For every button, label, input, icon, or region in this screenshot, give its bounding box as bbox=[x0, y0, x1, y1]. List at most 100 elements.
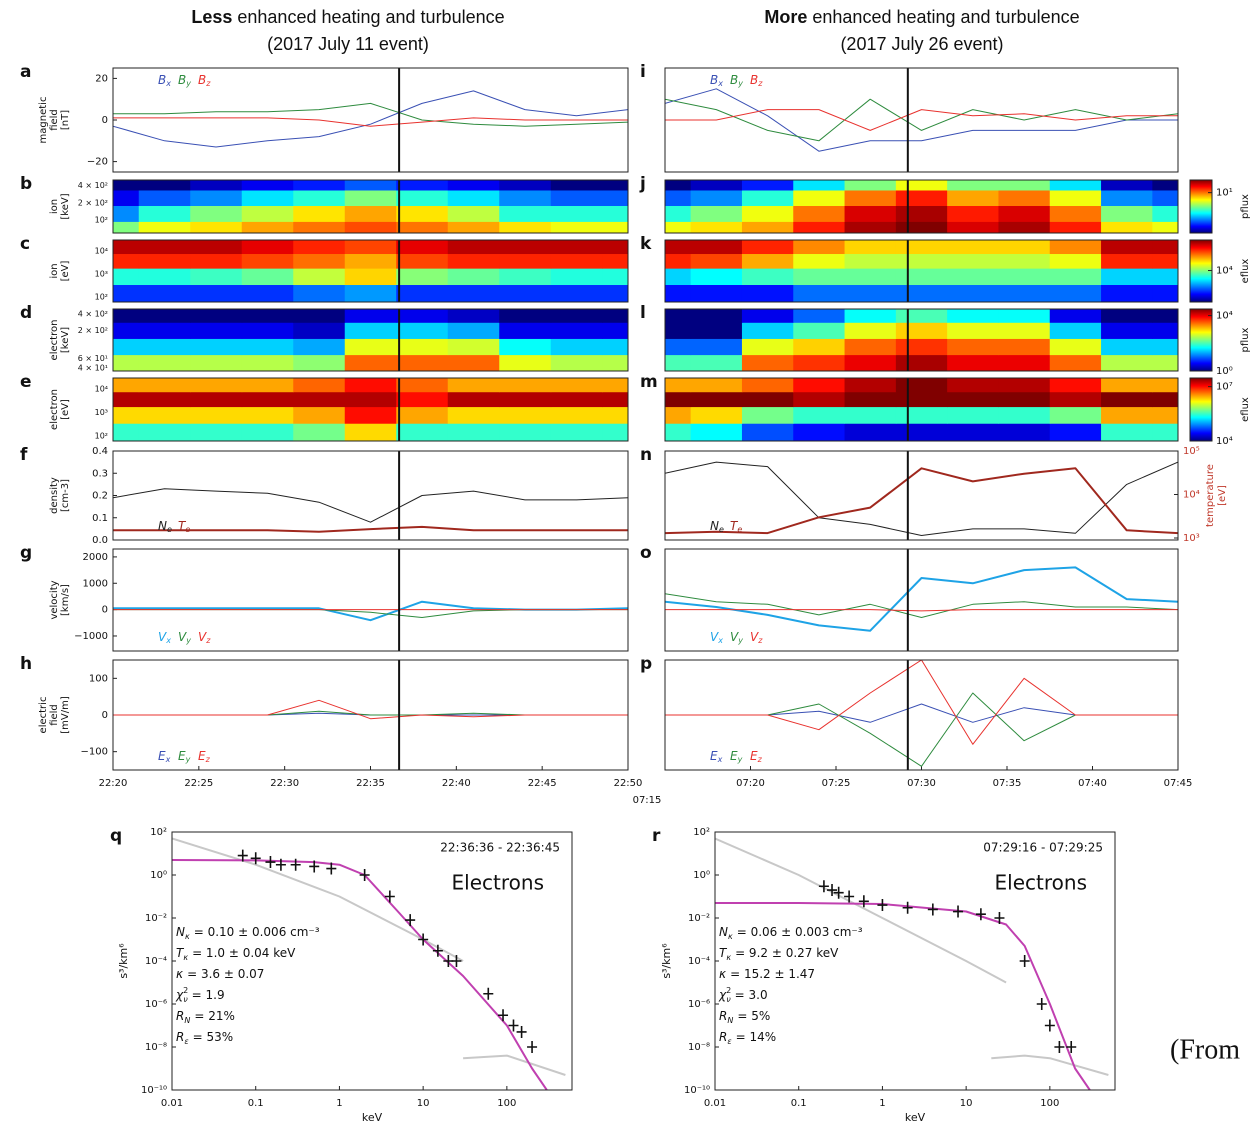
data-point bbox=[527, 1041, 538, 1053]
spectrogram-cell bbox=[602, 189, 628, 206]
y2-tick-label: 10⁵ bbox=[1183, 446, 1200, 457]
plot-frame bbox=[112, 450, 629, 541]
spectrogram-cell bbox=[998, 338, 1051, 356]
spectrogram-cell bbox=[293, 221, 346, 233]
spectrogram-cell bbox=[293, 338, 346, 356]
plot-frame bbox=[664, 308, 1179, 372]
y-tick-label: 10² bbox=[693, 827, 710, 838]
y-tick-label: 10⁻² bbox=[688, 913, 710, 924]
series-line bbox=[715, 837, 1007, 984]
y-tick-label: 10² bbox=[150, 827, 167, 838]
spectrogram-cell bbox=[1152, 253, 1178, 269]
stat-value: = 1.9 bbox=[192, 988, 225, 1002]
spectrogram-cell bbox=[190, 240, 243, 255]
y-axis-label: [eV] bbox=[60, 399, 71, 420]
spectrogram-cell bbox=[602, 378, 628, 393]
spectrogram-cell bbox=[113, 378, 140, 393]
series-line bbox=[665, 109, 1178, 131]
legend-entry: Vy bbox=[178, 630, 191, 645]
spectrogram-cell bbox=[138, 309, 191, 323]
y2-tick-label: 10⁴ bbox=[1183, 490, 1200, 501]
spectrogram-cell bbox=[1101, 406, 1153, 424]
stat-superscript: 2 bbox=[183, 986, 188, 995]
y-tick-label: 10³ bbox=[95, 408, 108, 417]
spectrogram-cell bbox=[241, 221, 294, 233]
spectrogram-cell bbox=[447, 338, 500, 356]
y-axis-label: magnetic bbox=[38, 97, 49, 144]
data-point bbox=[827, 884, 838, 897]
spectrogram-cell bbox=[293, 391, 346, 408]
y-tick-label: 0 bbox=[102, 605, 108, 616]
y-tick-label: −1000 bbox=[74, 631, 108, 642]
spectrogram-cell bbox=[793, 189, 846, 206]
spectrogram-cell bbox=[998, 205, 1051, 222]
spectrogram-cell bbox=[113, 309, 140, 323]
spectrogram-cell bbox=[793, 406, 846, 424]
spectrogram-cell bbox=[741, 309, 794, 323]
spectrogram-cell bbox=[293, 189, 346, 206]
spectrogram-cell bbox=[690, 268, 743, 286]
spectrogram-cell bbox=[665, 423, 692, 441]
spectrogram-cell bbox=[602, 423, 628, 441]
plot-frame bbox=[112, 308, 629, 372]
panel-letter: i bbox=[640, 62, 646, 82]
data-point bbox=[994, 912, 1005, 924]
data-point bbox=[326, 862, 337, 875]
spectrogram-cell bbox=[550, 253, 603, 269]
spectrogram-cell bbox=[1101, 354, 1153, 371]
spectrogram-cell bbox=[793, 284, 846, 302]
x-tick-label: 1 bbox=[336, 1098, 342, 1109]
spectrogram-cell bbox=[844, 322, 897, 339]
spectrogram-cell bbox=[602, 309, 628, 323]
panel-letter: o bbox=[640, 543, 652, 563]
spectrogram-cell bbox=[344, 322, 397, 339]
spectrogram-cell bbox=[998, 378, 1051, 393]
spectrogram-cell bbox=[138, 338, 191, 356]
stat-symbol: T bbox=[176, 946, 185, 960]
data-point bbox=[290, 858, 301, 871]
spectrogram-cell bbox=[602, 338, 628, 356]
spectrogram-cell bbox=[113, 240, 140, 255]
stat-subscript: κ bbox=[185, 932, 190, 941]
stat-value: = 1.0 ± 0.04 keV bbox=[192, 946, 296, 960]
spectrogram-cell bbox=[741, 423, 794, 441]
series-line bbox=[113, 699, 628, 720]
spectrogram-cell bbox=[1049, 406, 1102, 424]
spectrogram-cell bbox=[665, 205, 692, 222]
spectrogram-cell bbox=[241, 406, 294, 424]
spectrogram-cell bbox=[550, 322, 603, 339]
stat-value: = 53% bbox=[193, 1030, 234, 1044]
colorbar bbox=[1189, 308, 1213, 372]
legend-entry: Vz bbox=[750, 630, 763, 645]
spectrogram-cell bbox=[1152, 221, 1178, 233]
spectrogram-cell bbox=[344, 253, 397, 269]
y-tick-label: 0 bbox=[102, 115, 108, 126]
spectrogram-cell bbox=[947, 240, 999, 255]
spectrogram-cell bbox=[947, 205, 999, 222]
spectrogram-cell bbox=[1049, 240, 1102, 255]
colorbar-tick-label: 10⁴ bbox=[1216, 436, 1233, 447]
spectrogram-cell bbox=[241, 378, 294, 393]
data-point bbox=[250, 852, 261, 865]
spectrogram-cell bbox=[344, 338, 397, 356]
plot-frame bbox=[664, 179, 1179, 234]
stat-symbol: R bbox=[176, 1009, 184, 1023]
x-tick-label: 07:40 bbox=[1078, 778, 1107, 789]
spectrogram-cell bbox=[947, 378, 999, 393]
spectrogram-cell bbox=[396, 322, 449, 339]
spectrogram-cell bbox=[138, 378, 191, 393]
series-line bbox=[665, 566, 1178, 632]
spectrogram-cell bbox=[499, 189, 552, 206]
panel-letter: c bbox=[20, 234, 30, 254]
spectrogram-cell bbox=[138, 180, 191, 191]
spectrogram-cell bbox=[344, 180, 397, 191]
series-line bbox=[113, 710, 628, 716]
plot-frame bbox=[112, 548, 629, 652]
stat-superscript: 2 bbox=[726, 986, 731, 995]
x-tick-label: 22:45 bbox=[528, 778, 557, 789]
spectrogram-cell bbox=[293, 322, 346, 339]
spectrogram-cell bbox=[741, 284, 794, 302]
x-axis-label: keV bbox=[362, 1111, 383, 1124]
spectrogram-cell bbox=[895, 338, 948, 356]
spectrogram-cell bbox=[241, 268, 294, 286]
